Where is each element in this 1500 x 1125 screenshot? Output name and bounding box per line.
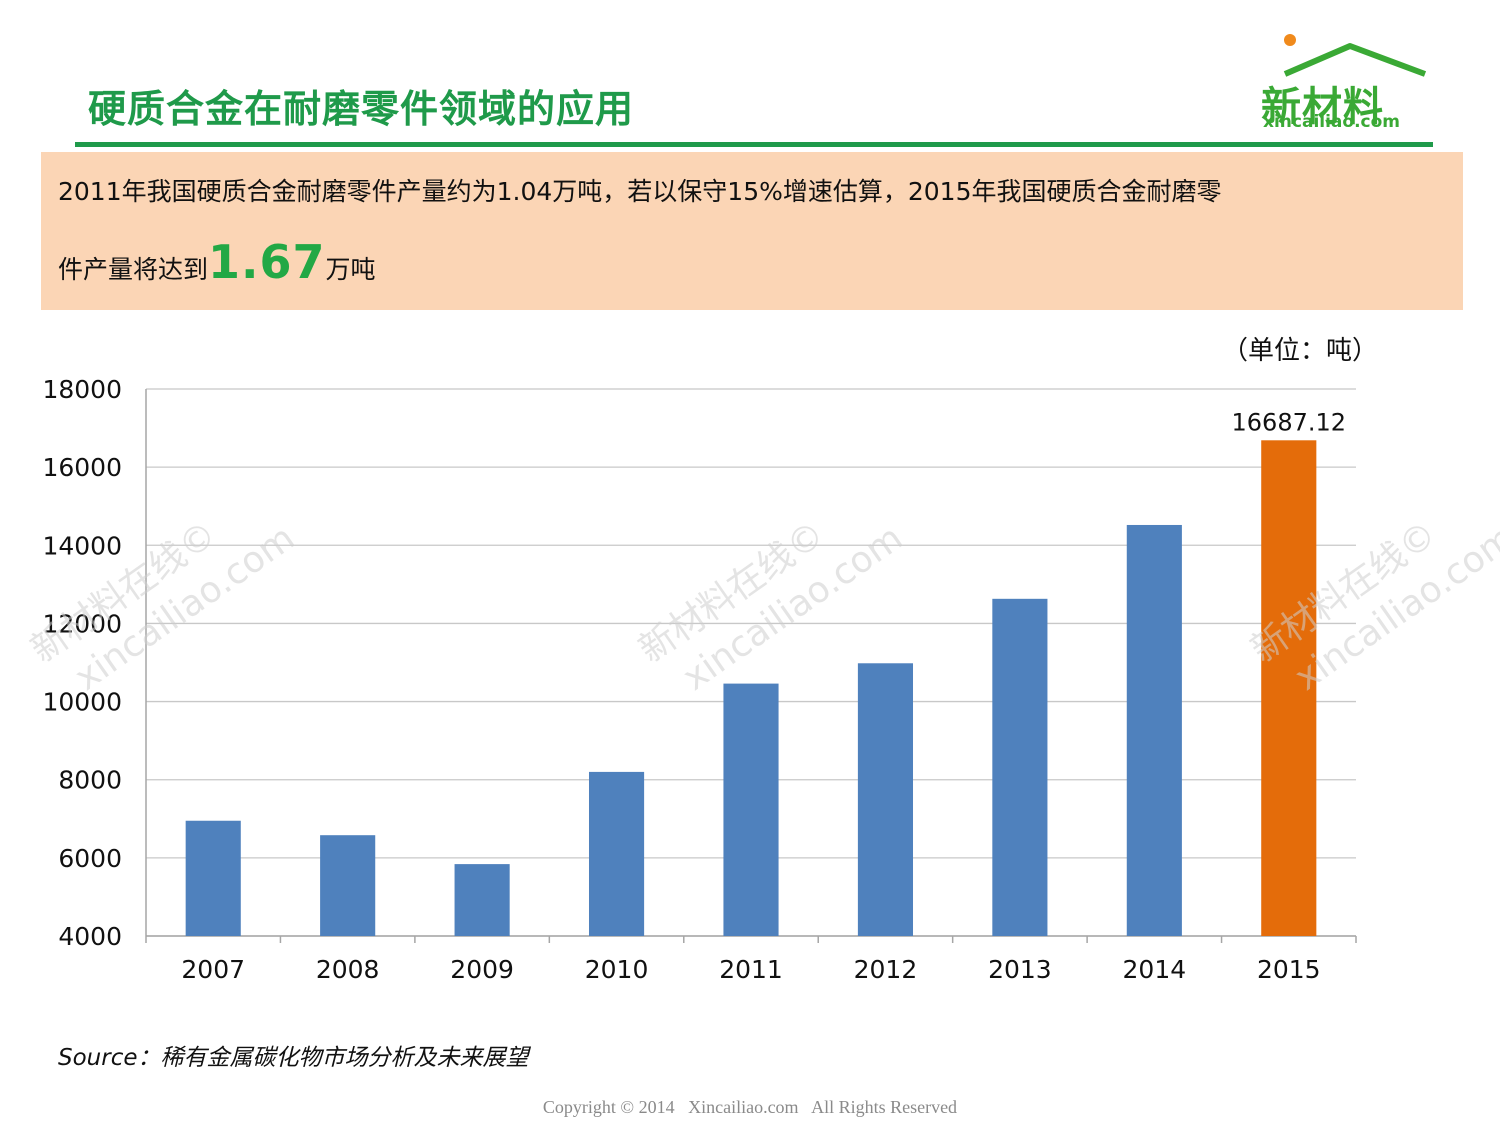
x-tick-label: 2008: [316, 955, 380, 984]
x-tick-label: 2007: [181, 955, 245, 984]
logo-domain: xincailiao.com: [1263, 112, 1401, 132]
bar-2007: [185, 820, 241, 936]
summary-line-2-prefix: 件产量将达到: [58, 255, 209, 284]
y-tick-label: 4000: [58, 922, 122, 951]
summary-line-2: 件产量将达到1.67万吨: [58, 235, 376, 289]
title-rule: [75, 142, 1433, 147]
summary-line-1: 2011年我国硬质合金耐磨零件产量约为1.04万吨，若以保守15%增速估算，20…: [58, 177, 1222, 206]
bar-2015: [1261, 440, 1317, 936]
summary-box: 2011年我国硬质合金耐磨零件产量约为1.04万吨，若以保守15%增速估算，20…: [41, 152, 1463, 310]
source-note: Source：稀有金属碳化物市场分析及未来展望: [58, 1045, 529, 1071]
copyright-footer: Copyright © 2014 Xincailiao.com All Righ…: [542, 1097, 958, 1117]
bar-2011: [723, 683, 779, 936]
bar-2009: [454, 864, 510, 936]
data-label: 16687.12: [1232, 408, 1347, 436]
brand-logo: 新材料 xincailiao.com: [1255, 30, 1435, 134]
x-tick-label: 2013: [988, 955, 1052, 984]
logo-roof-icon: [1283, 34, 1427, 77]
y-tick-label: 10000: [42, 688, 122, 717]
summary-line-2-suffix: 万吨: [325, 255, 376, 284]
x-tick-label: 2011: [719, 955, 783, 984]
x-tick-label: 2015: [1257, 955, 1321, 984]
page-title: 硬质合金在耐磨零件领域的应用: [88, 87, 635, 131]
y-tick-label: 6000: [58, 844, 122, 873]
bar-2014: [1126, 524, 1182, 936]
bar-2008: [320, 835, 376, 936]
summary-highlight-value: 1.67: [208, 235, 326, 289]
logo-wordmark: 新材料: [1261, 84, 1384, 130]
y-tick-label: 16000: [42, 453, 122, 482]
bar-chart: 4000 6000 8000 10000 12000 14000 16000 18000 200…: [42, 375, 1357, 984]
unit-label: （单位：吨）: [1222, 336, 1379, 366]
bar-2013: [992, 598, 1048, 936]
y-tick-label: 8000: [58, 766, 122, 795]
bar-2012: [857, 663, 914, 936]
logo-dot: [1284, 34, 1296, 46]
y-tick-label: 12000: [42, 609, 122, 638]
logo-roof: [1283, 43, 1427, 77]
x-tick-label: 2014: [1123, 955, 1187, 984]
y-tick-label: 14000: [42, 531, 122, 560]
x-tick-label: 2009: [450, 955, 514, 984]
y-tick-label: 18000: [42, 375, 122, 404]
bar-2010: [588, 771, 645, 936]
x-tick-label: 2012: [854, 955, 918, 984]
x-tick-label: 2010: [585, 955, 649, 984]
